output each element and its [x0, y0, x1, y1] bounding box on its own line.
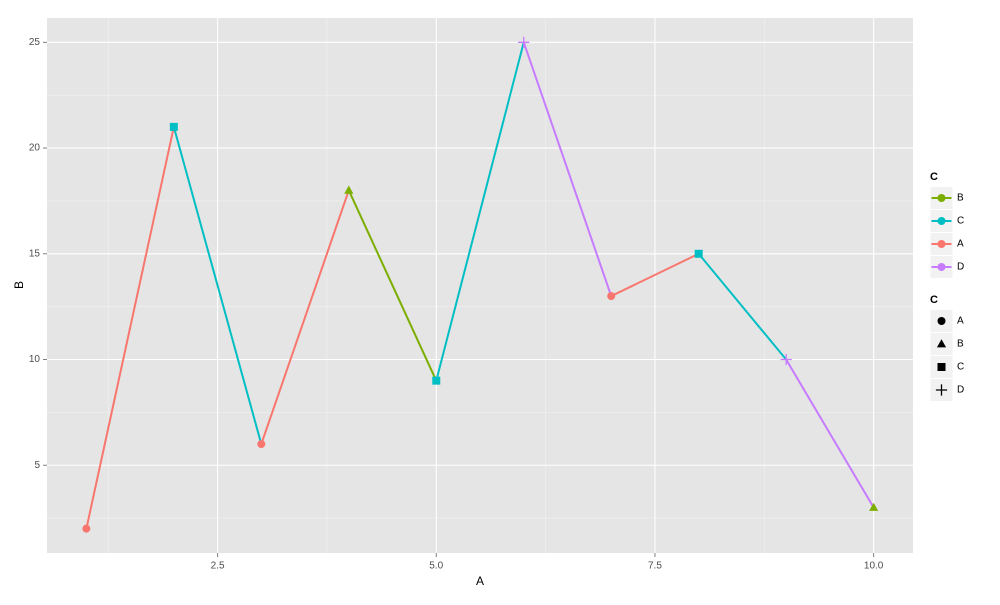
- line-segment: [347, 189, 438, 382]
- point: [694, 249, 703, 258]
- legend-symbol: [937, 363, 946, 371]
- x-tick-label: 5.0: [429, 561, 443, 572]
- legend-label: B: [957, 339, 964, 350]
- legend-point: [937, 240, 946, 248]
- legend-title: C: [930, 171, 938, 183]
- point: [344, 185, 354, 194]
- line-segment: [172, 126, 263, 445]
- grid: [47, 18, 913, 553]
- line-segment: [522, 41, 613, 297]
- point: [780, 353, 792, 366]
- legend-point: [937, 263, 946, 271]
- line-segment: [435, 42, 525, 381]
- legend-label: D: [957, 262, 964, 273]
- legend-symbol: [935, 384, 948, 396]
- point: [518, 36, 530, 48]
- legend-label: B: [957, 193, 964, 204]
- y-tick-label: 5: [34, 460, 40, 471]
- x-tick-label: 7.5: [648, 561, 662, 572]
- line-segment: [260, 190, 350, 445]
- x-tick-label: 10.0: [864, 561, 884, 572]
- x-tick-label: 2.5: [211, 561, 225, 572]
- y-axis-title: B: [12, 281, 26, 289]
- line-segment: [85, 126, 175, 529]
- legend-point: [937, 194, 946, 202]
- point: [82, 524, 91, 533]
- y-tick-label: 20: [29, 143, 41, 154]
- legend-label: D: [957, 385, 964, 396]
- line-segment: [697, 253, 787, 361]
- marks: [82, 36, 879, 533]
- point: [869, 502, 879, 511]
- legend-label: A: [957, 316, 964, 327]
- legend-label: A: [957, 239, 964, 250]
- point: [607, 292, 616, 301]
- y-tick-label: 25: [29, 37, 41, 48]
- y-tick-label: 15: [29, 248, 41, 259]
- legend-symbol: [937, 317, 946, 325]
- point: [432, 376, 441, 385]
- line-segment: [785, 359, 875, 509]
- x-axis-title: A: [476, 574, 484, 588]
- legend-point: [937, 217, 946, 225]
- point: [257, 440, 266, 449]
- legend-label: C: [957, 362, 964, 373]
- legend-label: C: [957, 216, 964, 227]
- y-tick-label: 10: [29, 354, 41, 365]
- line-segment: [610, 252, 700, 297]
- plot-panel: [47, 18, 913, 553]
- legend-title: C: [930, 294, 938, 306]
- legend-symbol: [936, 339, 947, 348]
- point: [169, 122, 178, 131]
